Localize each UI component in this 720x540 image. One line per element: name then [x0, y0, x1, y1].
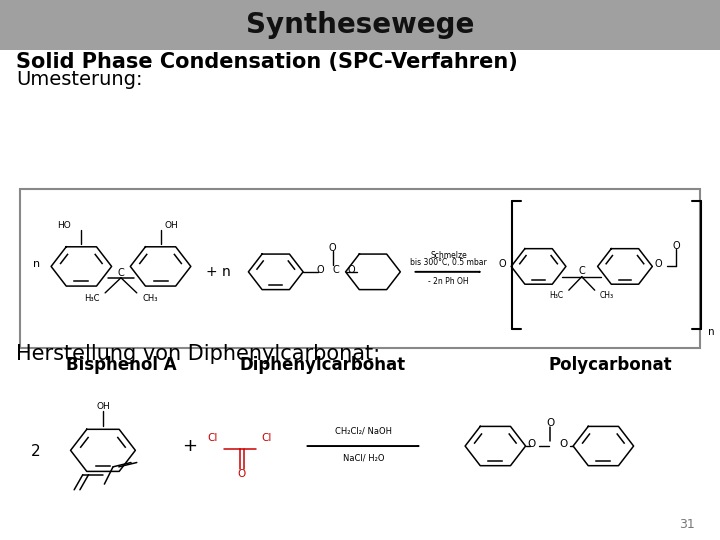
Text: C: C — [332, 265, 339, 275]
Text: Herstellung von Diphenylcarbonat:: Herstellung von Diphenylcarbonat: — [16, 343, 380, 364]
Text: OH: OH — [96, 402, 110, 411]
Text: O: O — [546, 418, 554, 428]
Text: O: O — [348, 265, 355, 275]
Text: CH₂Cl₂/ NaOH: CH₂Cl₂/ NaOH — [336, 427, 392, 435]
Text: n: n — [708, 327, 714, 337]
Text: O: O — [559, 439, 567, 449]
Bar — [0, 0, 720, 50]
Text: bis 300°C, 0.5 mbar: bis 300°C, 0.5 mbar — [410, 258, 487, 267]
Text: Polycarbonat: Polycarbonat — [549, 355, 672, 374]
Text: O: O — [499, 259, 506, 269]
Text: Diphenylcarbonat: Diphenylcarbonat — [240, 355, 405, 374]
Text: Solid Phase Condensation (SPC-Verfahren): Solid Phase Condensation (SPC-Verfahren) — [16, 52, 518, 72]
Text: CH₃: CH₃ — [600, 291, 614, 300]
Text: C: C — [578, 266, 585, 276]
Text: O: O — [672, 241, 680, 251]
Text: Cl: Cl — [261, 433, 271, 443]
Text: H₃C: H₃C — [84, 294, 99, 303]
Bar — [20, 189, 700, 348]
Text: NaCl/ H₂O: NaCl/ H₂O — [343, 454, 384, 462]
Text: +: + — [182, 437, 197, 455]
Text: 2: 2 — [31, 444, 41, 459]
Text: O: O — [655, 259, 662, 269]
Text: Cl: Cl — [208, 433, 218, 443]
Text: Schmelze: Schmelze — [430, 251, 467, 260]
Text: Synthesewege: Synthesewege — [246, 11, 474, 39]
Text: O: O — [527, 439, 536, 449]
Text: O: O — [317, 265, 324, 275]
Text: Bisphenol A: Bisphenol A — [66, 355, 176, 374]
Text: 31: 31 — [679, 518, 695, 531]
Text: H₃C: H₃C — [549, 291, 564, 300]
Bar — [20, 387, 700, 505]
Text: + n: + n — [206, 265, 230, 279]
Text: CH₃: CH₃ — [143, 294, 158, 303]
Text: - 2n Ph OH: - 2n Ph OH — [428, 277, 469, 286]
Text: n: n — [33, 259, 40, 269]
Text: OH: OH — [164, 221, 178, 230]
Text: O: O — [238, 469, 246, 478]
Text: O: O — [329, 243, 336, 253]
Text: C: C — [117, 268, 125, 279]
Text: HO: HO — [58, 221, 71, 230]
Text: Umesterung:: Umesterung: — [16, 70, 143, 89]
